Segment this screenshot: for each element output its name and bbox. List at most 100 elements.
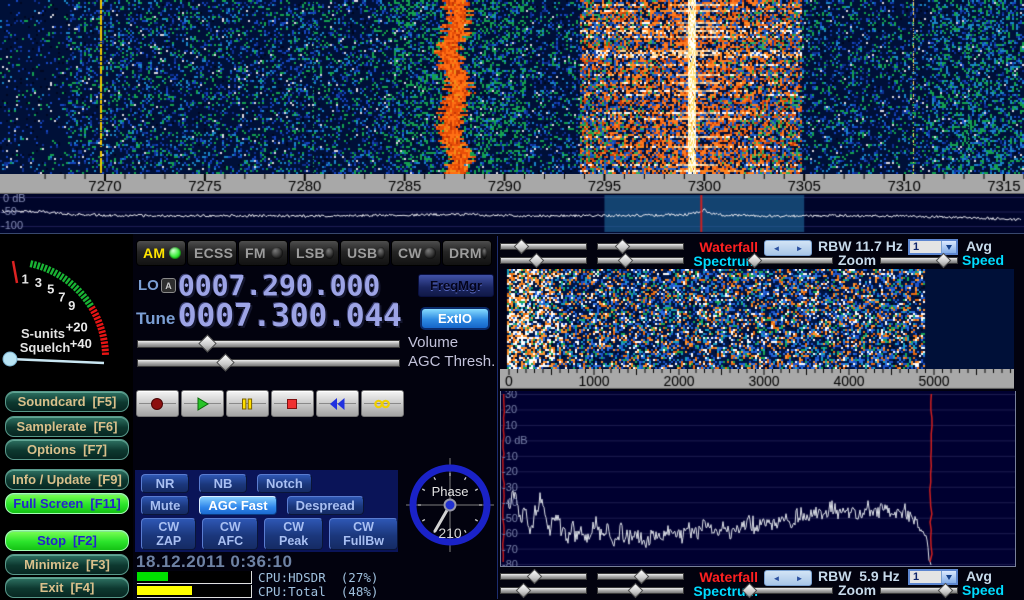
dropdown-arrow-icon[interactable]: [941, 241, 956, 253]
waterfall-label: Waterfall: [699, 239, 758, 255]
notch-button[interactable]: Notch: [257, 474, 312, 493]
tune-frequency-display[interactable]: 0007.300.044: [178, 298, 402, 334]
lo-frequency-display[interactable]: 0007.290.000: [178, 269, 381, 302]
pause-button[interactable]: [226, 390, 269, 417]
exit-button[interactable]: Exit [F4]: [5, 577, 129, 598]
samplerate-button[interactable]: Samplerate [F6]: [5, 416, 129, 437]
spectrum-gain-slider[interactable]: [500, 582, 587, 599]
cw-afc-button[interactable]: CW AFC: [202, 518, 259, 550]
spectrum-offset-slider-track: [597, 257, 684, 264]
play-button[interactable]: [181, 390, 224, 417]
system-button-key: [F2]: [73, 533, 97, 548]
avg-dropdown-value: 1: [913, 571, 920, 583]
waterfall-contrast-slider[interactable]: [500, 568, 587, 585]
info-update-button[interactable]: Info / Update [F9]: [5, 469, 129, 490]
rf-spectrum-display[interactable]: [0, 194, 1024, 233]
full-screen-button[interactable]: Full Screen [F11]: [5, 493, 129, 514]
svg-text:7: 7: [58, 289, 65, 304]
waterfall-contrast-slider-thumb[interactable]: [513, 238, 530, 255]
audio-frequency-scale[interactable]: [500, 369, 1014, 389]
waterfall-contrast-slider-thumb[interactable]: [526, 568, 543, 585]
mode-button-drm[interactable]: DRM: [442, 240, 492, 266]
mode-button-ecss[interactable]: ECSS: [187, 240, 237, 266]
audio-spectrum-display[interactable]: [500, 391, 1016, 567]
speed-label: Speed: [962, 252, 1005, 268]
mode-label: AM: [143, 245, 166, 261]
options-button[interactable]: Options [F7]: [5, 439, 129, 460]
s-meter[interactable]: 1 3 5 7 9 +20 +40 S-units Squelch: [0, 238, 133, 393]
cpu-bar-fill: [137, 586, 192, 595]
stop-button[interactable]: Stop [F2]: [5, 530, 129, 551]
agc-thresh-slider[interactable]: [137, 353, 400, 372]
spinner-right-arrow-icon[interactable]: ►: [795, 573, 804, 583]
avg-label: Avg: [966, 568, 992, 584]
waterfall-brightness-slider[interactable]: [597, 238, 684, 255]
volume-slider-thumb[interactable]: [198, 334, 217, 353]
speed-label: Speed: [962, 582, 1005, 598]
spinner-left-arrow-icon[interactable]: ◄: [772, 573, 781, 583]
stop-button[interactable]: [271, 390, 314, 417]
shift-spinner[interactable]: ◄ ►: [764, 240, 812, 256]
mode-led-icon: [271, 247, 283, 259]
record-icon: [151, 397, 163, 410]
waterfall-brightness-slider[interactable]: [597, 568, 684, 585]
waterfall-brightness-slider-thumb[interactable]: [614, 238, 631, 255]
despread-button[interactable]: Despread: [286, 496, 364, 515]
spectrum-offset-slider-thumb[interactable]: [627, 582, 644, 599]
spinner-right-arrow-icon[interactable]: ►: [795, 243, 804, 253]
soundcard-button[interactable]: Soundcard [F5]: [5, 391, 129, 412]
mode-button-usb[interactable]: USB: [340, 240, 390, 266]
avg-dropdown[interactable]: 1: [908, 569, 958, 585]
spectrum-offset-slider-thumb[interactable]: [617, 252, 633, 269]
waterfall-label: Waterfall: [699, 569, 758, 585]
spectrum-offset-slider[interactable]: [597, 252, 684, 269]
rbw-label: RBW 11.7 Hz: [818, 238, 903, 254]
zoom-slider-thumb[interactable]: [746, 252, 763, 269]
zoom-slider[interactable]: [741, 582, 833, 599]
rf-frequency-scale[interactable]: [0, 174, 1024, 194]
shift-spinner[interactable]: ◄ ►: [764, 570, 812, 586]
spectrum-gain-slider-thumb[interactable]: [516, 582, 532, 599]
volume-label: Volume: [408, 334, 459, 351]
rewind-button[interactable]: [316, 390, 359, 417]
freqmgr-button[interactable]: FreqMgr: [418, 274, 494, 297]
lo-auto-badge[interactable]: A: [161, 278, 176, 293]
mode-button-am[interactable]: AM: [136, 240, 186, 266]
nb-button[interactable]: NB: [199, 474, 247, 493]
mode-button-lsb[interactable]: LSB: [289, 240, 339, 266]
cw-zap-button[interactable]: CW ZAP: [141, 518, 197, 550]
agc-fast-button[interactable]: AGC Fast: [199, 496, 277, 515]
system-button-key: [F6]: [93, 419, 118, 434]
agc-thresh-slider-thumb[interactable]: [216, 353, 236, 372]
volume-slider[interactable]: [137, 334, 400, 353]
waterfall-contrast-slider[interactable]: [500, 238, 587, 255]
cw-peak-button[interactable]: CW Peak: [264, 518, 324, 550]
spectrum-offset-slider[interactable]: [597, 582, 684, 599]
spectrum-gain-slider[interactable]: [500, 252, 587, 269]
avg-dropdown[interactable]: 1: [908, 239, 958, 255]
speed-slider-thumb[interactable]: [935, 252, 952, 269]
speed-slider[interactable]: [880, 252, 958, 269]
rf-waterfall-display[interactable]: [0, 0, 1024, 174]
audio-waterfall-display[interactable]: [500, 269, 1014, 369]
spectrum-gain-slider-thumb[interactable]: [528, 252, 544, 269]
nr-button[interactable]: NR: [141, 474, 189, 493]
mode-label: DRM: [449, 245, 482, 261]
record-button[interactable]: [136, 390, 179, 417]
extio-button[interactable]: ExtIO: [420, 307, 490, 330]
mode-button-fm[interactable]: FM: [238, 240, 288, 266]
datetime-display: 18.12.2011 0:36:10: [136, 552, 293, 571]
mute-button[interactable]: Mute: [141, 496, 190, 515]
mode-button-cw[interactable]: CW: [391, 240, 441, 266]
speed-slider[interactable]: [880, 582, 958, 599]
dropdown-arrow-icon[interactable]: [941, 571, 956, 583]
minimize-button[interactable]: Minimize [F3]: [5, 554, 129, 575]
loop-button[interactable]: [361, 390, 404, 417]
waterfall-brightness-slider-thumb[interactable]: [633, 568, 650, 585]
cw-fullbw-button[interactable]: CW FullBw: [329, 518, 398, 550]
speed-slider-thumb[interactable]: [938, 582, 954, 599]
cpu-bar: [137, 585, 252, 598]
waterfall-brightness-slider-track: [597, 243, 684, 250]
spinner-left-arrow-icon[interactable]: ◄: [772, 243, 781, 253]
zoom-slider[interactable]: [746, 252, 833, 269]
